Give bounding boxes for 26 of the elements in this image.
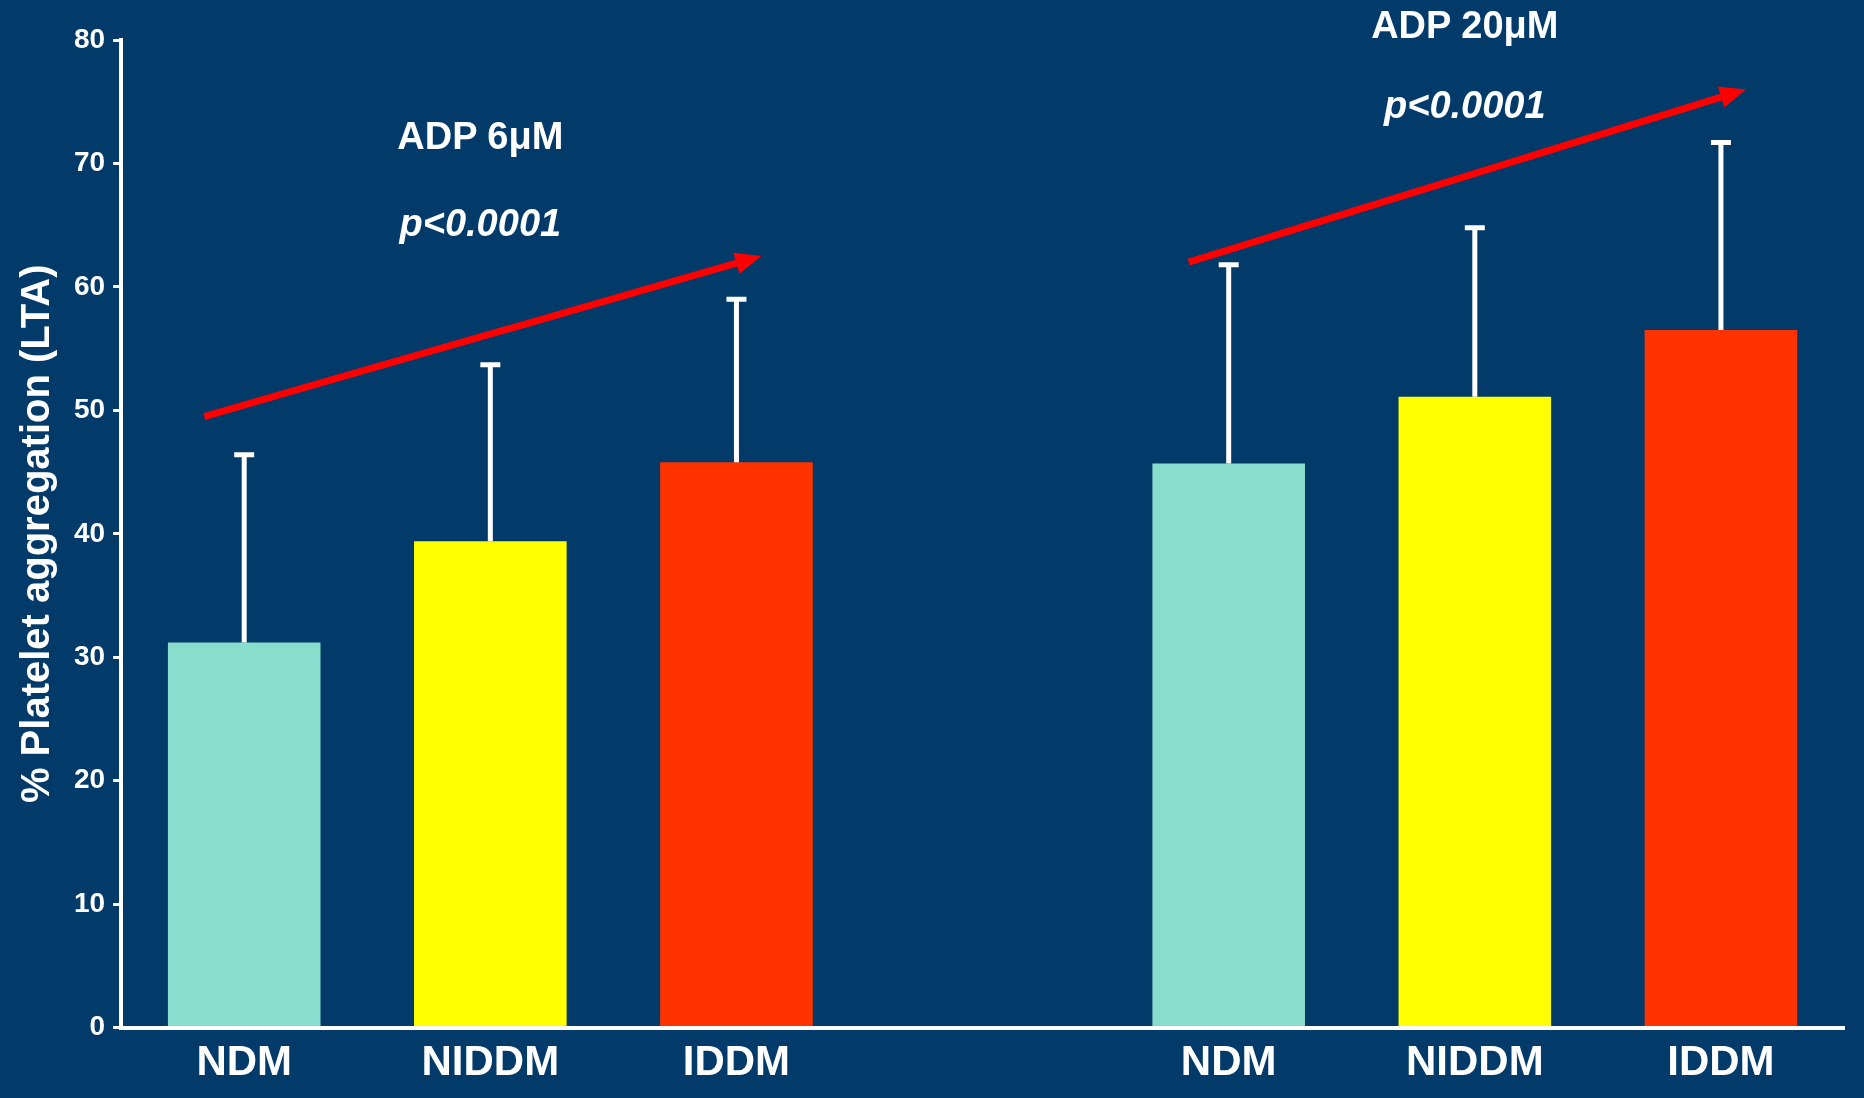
x-tick-label: NIDDM <box>1405 1037 1544 1085</box>
y-tick-label: 50 <box>73 393 106 425</box>
annotation: p<0.0001 <box>1383 84 1546 127</box>
bar <box>660 462 813 1027</box>
y-tick-label: 30 <box>73 639 106 671</box>
y-tick-label: 60 <box>73 269 106 301</box>
y-axis-title: % Platelet aggregation (LTA) <box>13 264 58 804</box>
annotation: p<0.0001 <box>398 201 562 244</box>
y-tick-label: 40 <box>73 516 106 548</box>
y-tick-label: 10 <box>73 886 106 918</box>
y-tick-label: 0 <box>89 1010 106 1042</box>
annotation: ADP 20μM <box>1371 4 1559 47</box>
bar <box>1152 463 1305 1027</box>
y-tick-label: 70 <box>73 146 106 178</box>
bar <box>167 642 321 1027</box>
y-tick-label: 80 <box>73 22 106 54</box>
y-tick-label: 20 <box>73 763 106 795</box>
x-tick-label: NDM <box>1180 1037 1277 1085</box>
x-tick-label: IDDM <box>1667 1037 1775 1085</box>
bar <box>1644 330 1798 1027</box>
annotation: ADP 6μM <box>397 115 564 158</box>
x-tick-label: NIDDM <box>421 1037 560 1085</box>
bar <box>1398 396 1552 1027</box>
x-tick-label: NDM <box>196 1037 293 1085</box>
x-tick-label: IDDM <box>682 1037 791 1085</box>
bar <box>414 541 567 1027</box>
